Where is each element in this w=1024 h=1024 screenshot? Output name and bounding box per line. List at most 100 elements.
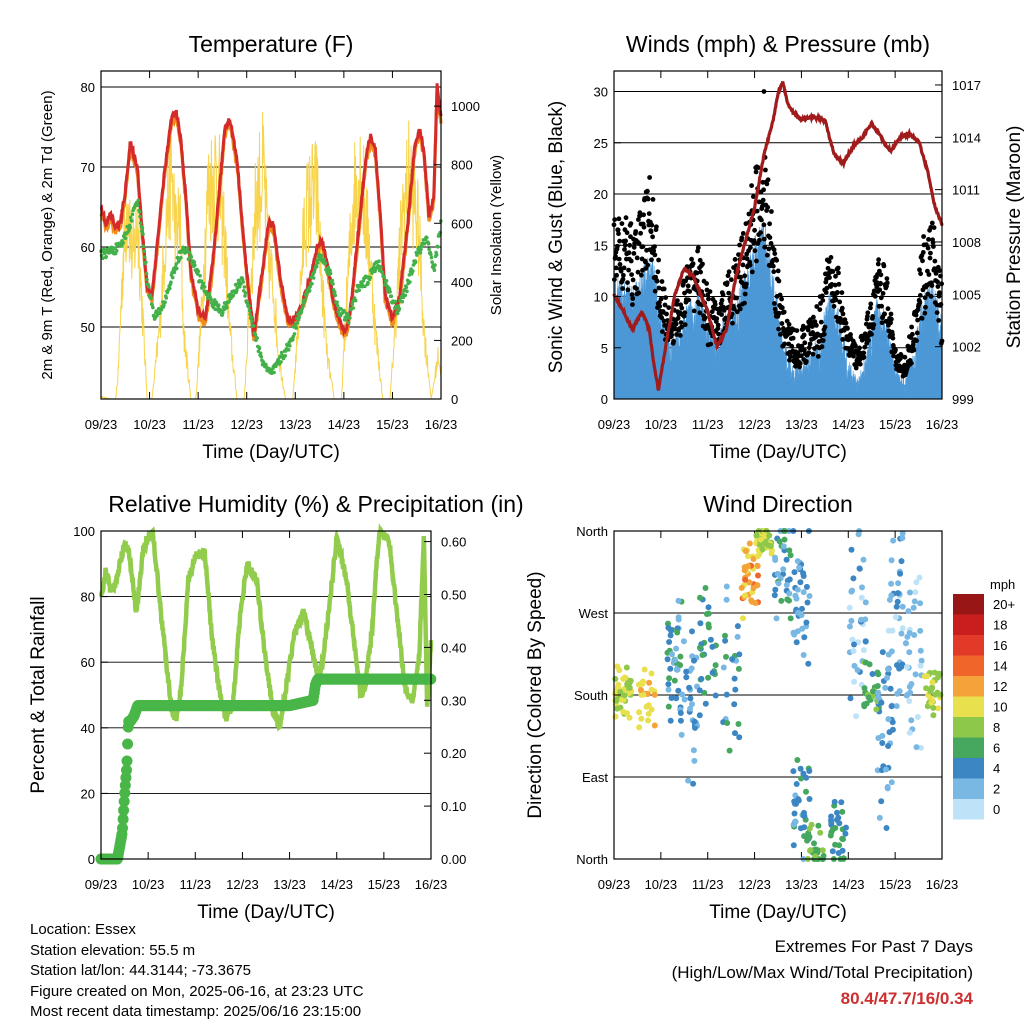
x-tick-label: 15/23	[879, 877, 912, 892]
gust-point	[656, 285, 662, 291]
dewpoint-point	[123, 236, 128, 241]
direction-point	[771, 592, 778, 599]
x-tick-label: 14/23	[320, 877, 353, 892]
gust-point	[854, 362, 859, 368]
gust-point	[622, 247, 627, 252]
direction-point	[910, 604, 917, 611]
direction-point	[720, 664, 727, 671]
dewpoint-point	[300, 305, 305, 309]
legend-swatch	[953, 635, 984, 656]
direction-point	[893, 703, 900, 710]
gust-point	[749, 269, 755, 275]
dewpoint-point	[312, 270, 317, 274]
direction-point	[621, 692, 628, 699]
direction-point	[696, 687, 703, 694]
dewpoint-point	[136, 198, 141, 203]
gust-point	[878, 295, 884, 301]
direction-point	[801, 634, 808, 641]
gust-point	[638, 230, 643, 236]
direction-point	[772, 586, 779, 593]
direction-point	[888, 703, 895, 710]
direction-point	[780, 566, 787, 573]
direction-point	[860, 556, 867, 563]
gust-point	[674, 332, 679, 337]
direction-point	[859, 584, 865, 591]
gust-point	[767, 221, 772, 227]
direction-point	[643, 703, 650, 710]
gust-point	[811, 314, 816, 320]
dewpoint-point	[425, 236, 429, 240]
chart-title: Temperature (F)	[189, 31, 354, 57]
direction-point	[899, 535, 906, 541]
gust-point	[636, 241, 642, 246]
gust-point	[682, 322, 688, 328]
direction-point	[935, 705, 941, 712]
gust-point	[708, 341, 714, 347]
direction-point	[878, 798, 885, 805]
gust-point	[838, 316, 843, 321]
dewpoint-point	[328, 268, 332, 273]
legend-label: 4	[993, 761, 1000, 776]
direction-point	[842, 830, 849, 837]
direction-point	[888, 580, 895, 587]
y2-tick-label: 600	[451, 216, 473, 231]
x-tick-label: 13/23	[273, 877, 306, 892]
y-tick-label: 60	[81, 655, 95, 670]
gust-point	[874, 284, 880, 290]
gust-point	[935, 284, 941, 289]
dewpoint-point	[169, 280, 173, 285]
gust-point	[641, 212, 646, 218]
y-tick-label: 0	[601, 392, 608, 407]
dewpoint-point	[137, 209, 142, 214]
direction-point	[646, 679, 653, 686]
direction-point	[687, 705, 694, 712]
gust-point	[649, 222, 655, 228]
dewpoint-point	[322, 257, 327, 262]
gust-point	[630, 302, 635, 307]
gust-point	[875, 261, 881, 267]
direction-point	[635, 681, 642, 688]
dewpoint-point	[351, 306, 356, 310]
dewpoint-point	[332, 290, 337, 294]
dewpoint-point	[251, 324, 256, 328]
gust-point	[629, 272, 634, 277]
y2-tick-label: 0	[451, 392, 458, 407]
y-tick-label: 50	[81, 320, 95, 335]
dewpoint-point	[388, 290, 392, 294]
dewpoint-point	[342, 308, 346, 313]
gust-point	[650, 234, 655, 240]
gust-point	[618, 268, 624, 274]
gust-point	[662, 302, 668, 308]
gust-point	[922, 295, 928, 301]
dewpoint-point	[380, 271, 385, 275]
gust-point	[833, 297, 839, 303]
direction-point	[875, 693, 882, 700]
gust-point	[615, 243, 620, 249]
legend-label: 18	[993, 618, 1007, 633]
gust-point	[630, 277, 636, 283]
direction-point	[913, 579, 920, 586]
gust-point	[761, 236, 767, 242]
gust-point	[818, 319, 824, 325]
direction-point	[882, 766, 889, 773]
direction-point	[735, 721, 742, 727]
gust-point	[917, 293, 923, 298]
direction-point	[795, 609, 802, 616]
gust-point	[820, 293, 825, 299]
gust-point	[630, 296, 636, 301]
x-tick-label: 16/23	[415, 877, 448, 892]
y2-tick-label: 1002	[952, 340, 981, 355]
direction-point	[829, 826, 836, 833]
gust-point	[724, 280, 730, 286]
direction-point	[772, 554, 778, 561]
gust-point	[739, 280, 745, 286]
gust-point	[736, 252, 741, 257]
x-tick-label: 13/23	[785, 877, 818, 892]
y2-tick-label: 0.60	[441, 535, 466, 550]
gust-point	[857, 361, 863, 367]
gust-point	[794, 328, 800, 333]
gust-point	[742, 273, 748, 279]
direction-point	[674, 629, 681, 636]
dewpoint-point	[422, 241, 427, 246]
gust-point	[881, 263, 887, 269]
